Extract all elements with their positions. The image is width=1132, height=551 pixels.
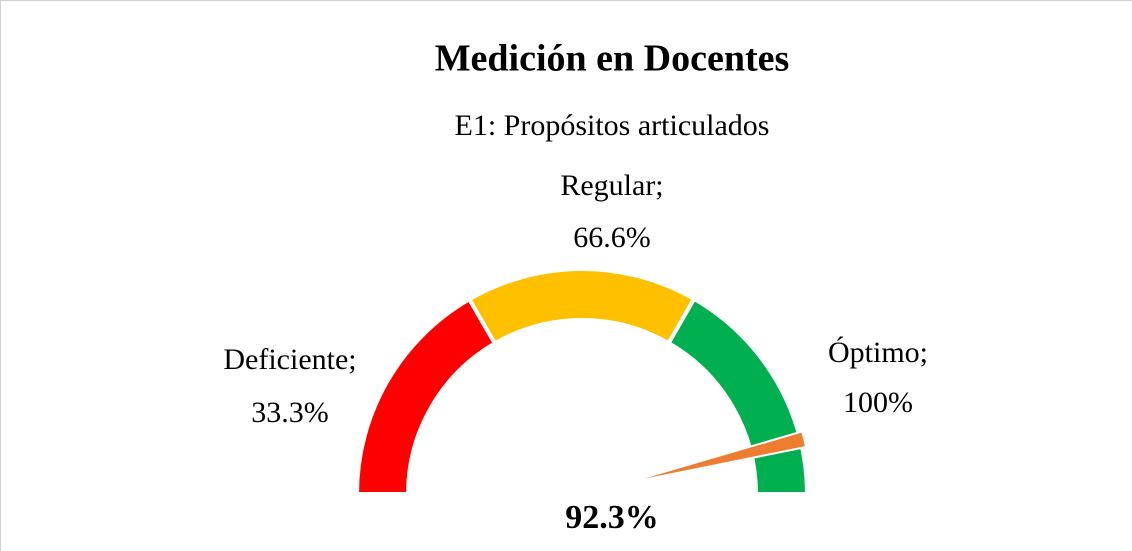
band-label: Óptimo;: [828, 336, 928, 369]
band-value-label: 33.3%: [251, 396, 329, 429]
gauge-needle: [620, 430, 808, 486]
band-value-label: 100%: [843, 386, 913, 419]
band-label: Regular;: [560, 169, 663, 202]
band-value-label: 66.6%: [573, 221, 651, 254]
needle-value-label: 92.3%: [565, 499, 659, 536]
band-label: Deficiente;: [223, 343, 356, 376]
chart-title: Medición en Docentes: [435, 38, 790, 80]
chart-subtitle: E1: Propósitos articulados: [455, 109, 770, 142]
